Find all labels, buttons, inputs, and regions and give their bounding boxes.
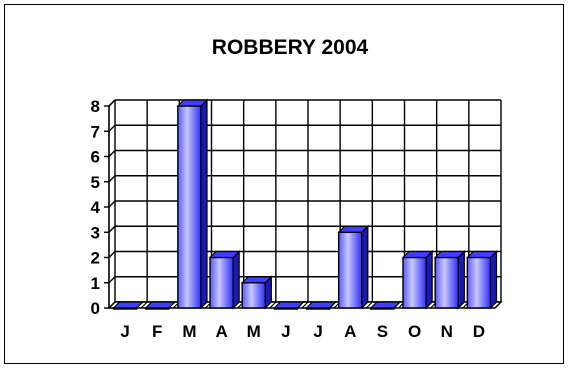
- bar-top: [272, 301, 305, 309]
- bar-side: [232, 250, 240, 310]
- bar-side: [200, 98, 208, 310]
- x-tick-label: F: [152, 322, 162, 341]
- bar: [402, 256, 427, 309]
- y-tick-label: 5: [91, 173, 100, 192]
- bar-top: [369, 301, 402, 309]
- x-tick-label: J: [313, 322, 322, 341]
- bar-top: [112, 301, 145, 309]
- x-tick-label: N: [441, 322, 453, 341]
- y-tick-label: 2: [91, 249, 100, 268]
- floor-divider: [494, 301, 502, 309]
- x-tick-label: M: [182, 322, 196, 341]
- gridline-side: [108, 175, 116, 183]
- bar-side: [425, 250, 433, 310]
- floor-divider: [269, 301, 277, 309]
- bar-top: [337, 225, 370, 233]
- floor-divider: [140, 301, 148, 309]
- x-tick-label: D: [473, 322, 485, 341]
- bar: [466, 256, 492, 309]
- gridline-side: [108, 200, 116, 208]
- bar-side: [361, 224, 369, 310]
- bar-side: [457, 250, 465, 310]
- y-tick-label: 0: [91, 299, 100, 318]
- gridline-side: [108, 124, 116, 132]
- y-tick-label: 7: [91, 122, 100, 141]
- bar-top: [176, 99, 209, 107]
- y-tick-label: 1: [91, 274, 100, 293]
- bar-top: [208, 250, 241, 259]
- bar-top: [240, 276, 273, 284]
- bar-top: [144, 301, 177, 309]
- chart-title: ROBBERY 2004: [212, 36, 369, 59]
- x-tick-label: O: [408, 322, 421, 341]
- bar-top: [305, 301, 338, 309]
- x-tick-label: M: [247, 322, 261, 341]
- x-tick-label: A: [344, 322, 356, 341]
- gridline-side: [108, 225, 116, 233]
- y-tick-label: 8: [91, 97, 100, 116]
- bar-top: [401, 250, 434, 259]
- bar: [337, 231, 363, 309]
- floor-divider: [301, 301, 309, 309]
- gridline-side: [108, 251, 116, 258]
- y-tick-label: 6: [91, 148, 100, 167]
- y-tick-label: 4: [91, 198, 101, 217]
- floor-divider: [365, 301, 373, 309]
- bar-top: [433, 250, 466, 259]
- bar: [209, 256, 234, 309]
- gridline-side: [108, 150, 116, 157]
- x-tick-label: A: [215, 322, 227, 341]
- bar-top: [465, 250, 498, 259]
- bar-side: [489, 250, 498, 310]
- bar: [241, 282, 267, 309]
- x-tick-label: J: [120, 322, 129, 341]
- bar: [177, 105, 202, 309]
- x-tick-label: J: [281, 322, 290, 341]
- x-tick-label: S: [377, 322, 388, 341]
- gridline-side: [108, 276, 116, 284]
- floor-divider: [108, 301, 116, 309]
- wall-top-edge: [108, 99, 116, 107]
- bar: [434, 256, 460, 309]
- y-tick-label: 3: [91, 223, 100, 242]
